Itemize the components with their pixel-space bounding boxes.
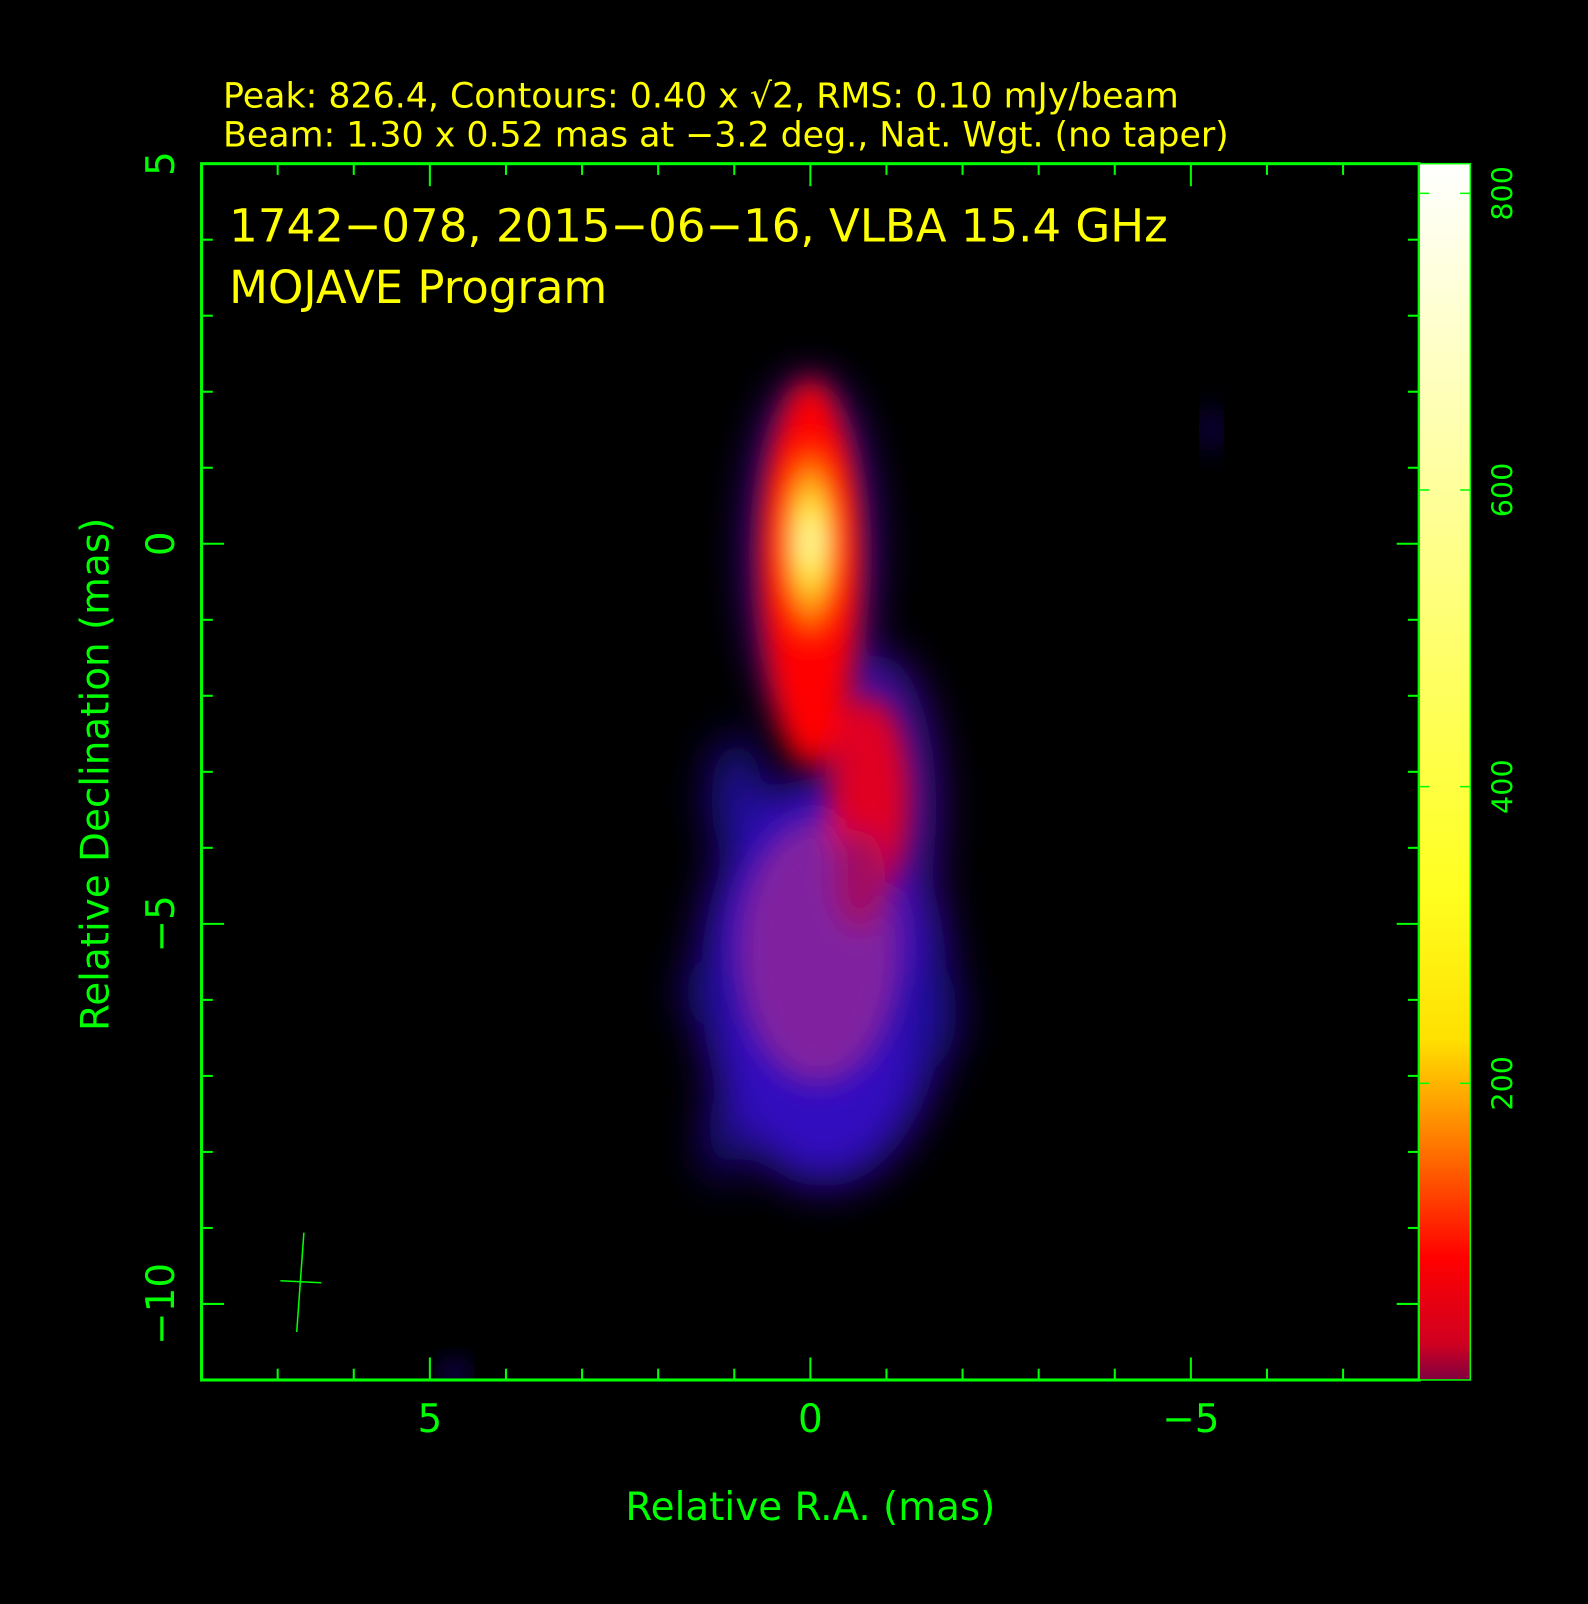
colorbar-tick-label: 800 <box>1485 166 1519 221</box>
colorbar-tick-label: 200 <box>1485 1056 1519 1111</box>
y-tick-label: 5 <box>139 151 184 176</box>
intensity-map <box>444 378 1218 1380</box>
x-tick-label: 5 <box>418 1397 443 1442</box>
header-line: Peak: 826.4, Contours: 0.40 x √2, RMS: 0… <box>223 76 1179 116</box>
chart-title: 1742−078, 2015−06−16, VLBA 15.4 GHz <box>229 199 1168 252</box>
x-axis-label: Relative R.A. (mas) <box>625 1485 995 1530</box>
y-tick-label: −5 <box>139 895 184 952</box>
chart-subtitle: MOJAVE Program <box>229 261 607 314</box>
beam <box>280 1232 322 1332</box>
colorbar <box>1418 162 1472 1381</box>
y-tick-label: 0 <box>139 531 184 556</box>
colorbar-tick-label: 600 <box>1485 463 1519 518</box>
colorbar-tick-label: 400 <box>1485 759 1519 814</box>
y-tick-label: −10 <box>139 1263 184 1345</box>
x-tick-label: 0 <box>798 1397 823 1442</box>
y-axis-label: Relative Declination (mas) <box>73 518 118 1031</box>
x-tick-label: −5 <box>1162 1397 1219 1442</box>
header-line: Beam: 1.30 x 0.52 mas at −3.2 deg., Nat.… <box>223 115 1229 155</box>
